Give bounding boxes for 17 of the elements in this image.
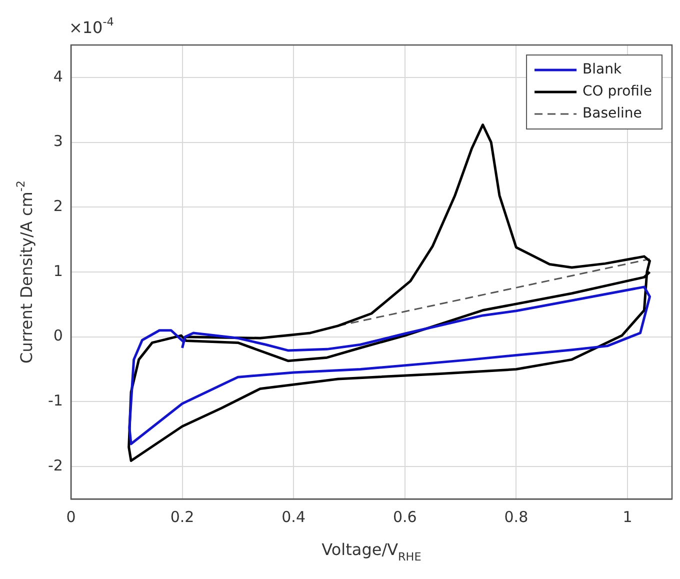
y-tick-label: 4: [53, 67, 63, 86]
legend-label: Baseline: [582, 106, 642, 122]
y-tick-label: 0: [53, 326, 63, 345]
y-tick-label: 2: [53, 197, 63, 216]
legend-label: CO profile: [582, 84, 652, 100]
x-tick-label: 0.6: [392, 508, 417, 526]
x-tick-label: 0.2: [170, 508, 194, 526]
x-tick-label: 1: [622, 508, 632, 526]
y-tick-label: -1: [48, 392, 63, 410]
legend-label: Blank: [582, 62, 622, 78]
y-axis-title: Current Density/A cm-2: [14, 180, 36, 364]
y-tick-label: -2: [48, 456, 63, 474]
y-tick-label: 1: [53, 262, 63, 280]
y-tick-label: 3: [53, 132, 63, 150]
x-tick-label: 0: [66, 508, 76, 526]
x-tick-label: 0.4: [282, 508, 306, 526]
x-tick-label: 0.8: [504, 508, 528, 526]
